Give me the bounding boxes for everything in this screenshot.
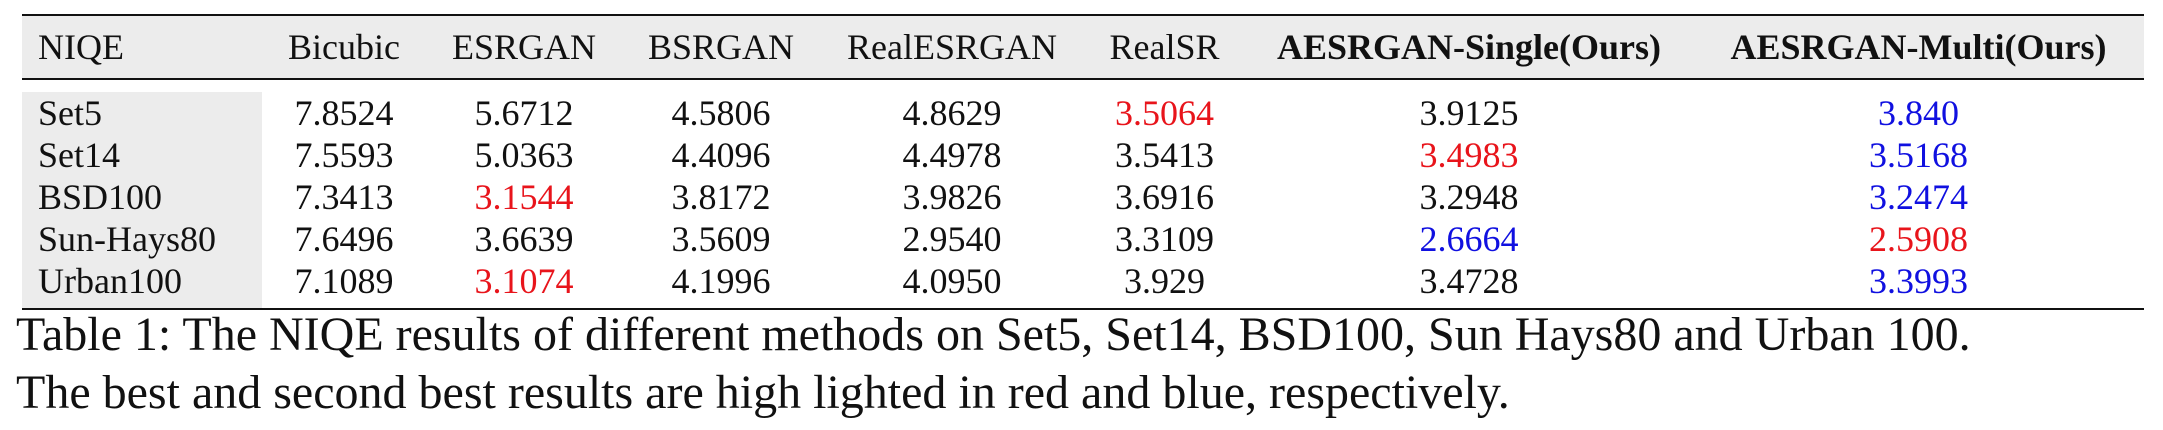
table-cell: 3.9826: [902, 177, 1002, 217]
header-aesrgan-single: AESRGAN-Single(Ours): [1245, 15, 1693, 79]
table-row: Set14 7.5593 5.0363 4.4096 4.4978 3.5413…: [22, 134, 2144, 176]
table-cell: 7.5593: [294, 135, 394, 175]
table-cell: 2.5908: [1869, 219, 1968, 259]
header-bsrgan: BSRGAN: [622, 15, 820, 79]
table-cell: 3.3109: [1115, 219, 1214, 259]
table-cell: 4.0950: [902, 261, 1002, 301]
table-cell: 7.1089: [294, 261, 394, 301]
table-row: Set5 7.8524 5.6712 4.5806 4.8629 3.5064 …: [22, 92, 2144, 134]
header-aesrgan-multi: AESRGAN-Multi(Ours): [1693, 15, 2144, 79]
table-cell: 3.5413: [1115, 135, 1214, 175]
table-cell: 2.6664: [1419, 219, 1519, 259]
row-label: Urban100: [22, 260, 262, 309]
table-row: Urban100 7.1089 3.1074 4.1996 4.0950 3.9…: [22, 260, 2144, 309]
table-cell: 3.5168: [1869, 135, 1968, 175]
table-cell: 3.8172: [671, 177, 771, 217]
table-body: Set5 7.8524 5.6712 4.5806 4.8629 3.5064 …: [22, 92, 2144, 309]
row-label: Set5: [22, 92, 262, 134]
table-cell: 3.6639: [474, 219, 574, 259]
table-cell: 3.2474: [1869, 177, 1968, 217]
table-cell: 3.1544: [474, 177, 574, 217]
table-cell: 3.2948: [1419, 177, 1519, 217]
table-row: Sun-Hays80 7.6496 3.6639 3.5609 2.9540 3…: [22, 218, 2144, 260]
table-cell: 3.6916: [1115, 177, 1214, 217]
header-esrgan: ESRGAN: [426, 15, 622, 79]
table-cell: 4.1996: [671, 261, 771, 301]
header-bicubic: Bicubic: [262, 15, 426, 79]
table-cell: 3.4983: [1419, 135, 1519, 175]
niqe-results-table: NIQE Bicubic ESRGAN BSRGAN RealESRGAN Re…: [22, 14, 2144, 310]
header-realsr: RealSR: [1084, 15, 1245, 79]
table-cell: 3.5064: [1115, 93, 1214, 133]
table-cell: 5.0363: [474, 135, 574, 175]
results-table-container: NIQE Bicubic ESRGAN BSRGAN RealESRGAN Re…: [22, 14, 2144, 310]
table-row: BSD100 7.3413 3.1544 3.8172 3.9826 3.691…: [22, 176, 2144, 218]
caption-line-2: The best and second best results are hig…: [16, 366, 1510, 419]
table-cell: 4.8629: [902, 93, 1002, 133]
table-cell: 3.3993: [1869, 261, 1968, 301]
header-realesrgan: RealESRGAN: [820, 15, 1084, 79]
table-cell: 2.9540: [902, 219, 1002, 259]
table-cell: 3.4728: [1419, 261, 1519, 301]
header-niqe: NIQE: [22, 15, 262, 79]
table-cell: 3.840: [1878, 93, 1959, 133]
table-cell: 3.9125: [1419, 93, 1519, 133]
row-label: Set14: [22, 134, 262, 176]
table-cell: 4.5806: [671, 93, 771, 133]
table-cell: 7.8524: [294, 93, 394, 133]
header-row: NIQE Bicubic ESRGAN BSRGAN RealESRGAN Re…: [22, 15, 2144, 79]
table-cell: 7.3413: [294, 177, 394, 217]
table-cell: 3.1074: [474, 261, 574, 301]
table-cell: 3.5609: [671, 219, 771, 259]
row-label: BSD100: [22, 176, 262, 218]
table-cell: 3.929: [1124, 261, 1205, 301]
table-cell: 7.6496: [294, 219, 394, 259]
table-caption: Table 1: The NIQE results of different m…: [16, 306, 2156, 422]
row-label: Sun-Hays80: [22, 218, 262, 260]
table-cell: 5.6712: [474, 93, 574, 133]
table-cell: 4.4978: [902, 135, 1002, 175]
caption-line-1: Table 1: The NIQE results of different m…: [16, 308, 1971, 361]
table-cell: 4.4096: [671, 135, 771, 175]
